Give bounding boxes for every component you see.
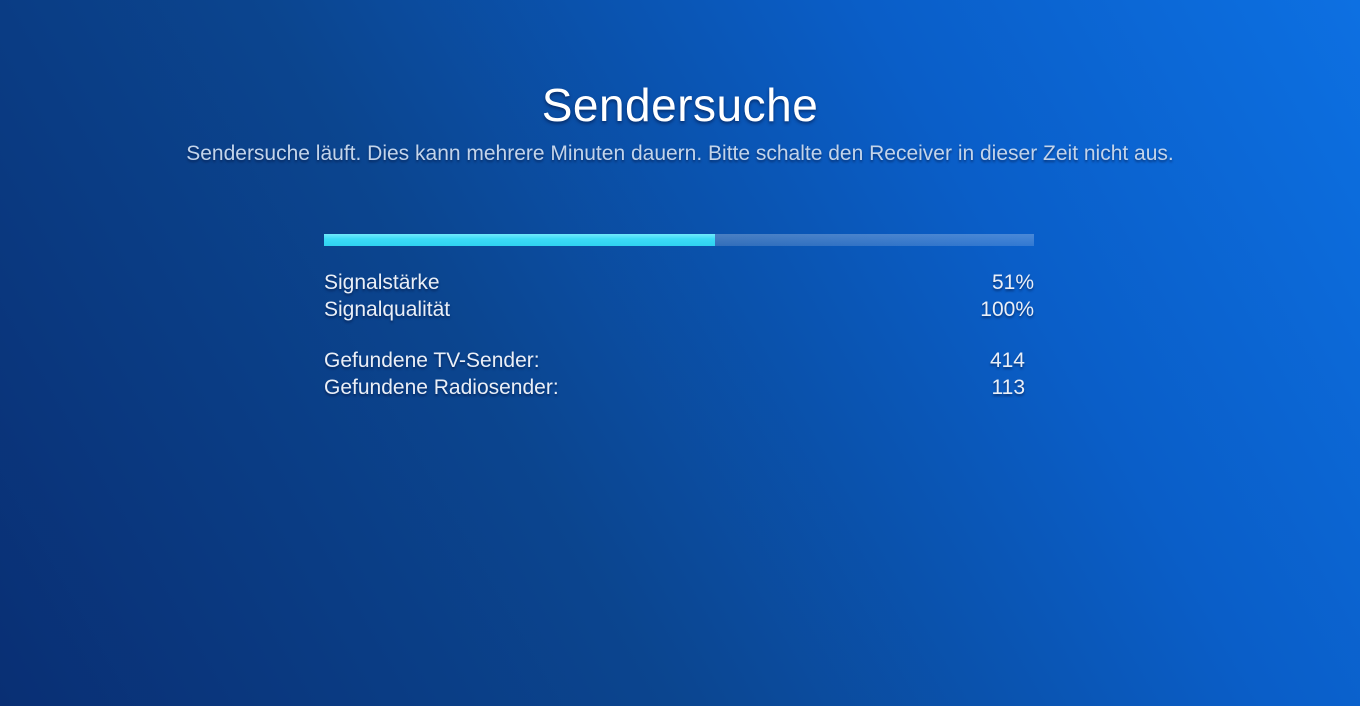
scan-progress-bar [324, 234, 1034, 246]
tv-channels-found-label: Gefundene TV-Sender: [324, 349, 540, 372]
signal-strength-value: 51% [991, 271, 1034, 294]
page-title: Sendersuche [541, 79, 819, 131]
radio-channels-found-label: Gefundene Radiosender: [324, 376, 559, 399]
tv-channels-found-row: Gefundene TV-Sender: 414 [324, 347, 1034, 374]
signal-info-group: Signalstärke 51% Signalqualität 100% [324, 269, 1034, 323]
radio-channels-found-row: Gefundene Radiosender: 113 [324, 374, 1034, 401]
status-message: Sendersuche läuft. Dies kann mehrere Min… [186, 142, 1174, 165]
signal-quality-label: Signalqualität [324, 298, 451, 321]
signal-quality-row: Signalqualität 100% [324, 296, 1034, 323]
tv-channels-found-value: 414 [989, 349, 1025, 372]
signal-quality-value: 100% [980, 298, 1034, 321]
signal-strength-label: Signalstärke [324, 271, 440, 294]
signal-strength-row: Signalstärke 51% [324, 269, 1034, 296]
scan-results-group: Gefundene TV-Sender: 414 Gefundene Radio… [324, 347, 1034, 401]
radio-channels-found-value: 113 [991, 376, 1025, 399]
scan-progress-fill [324, 234, 715, 246]
